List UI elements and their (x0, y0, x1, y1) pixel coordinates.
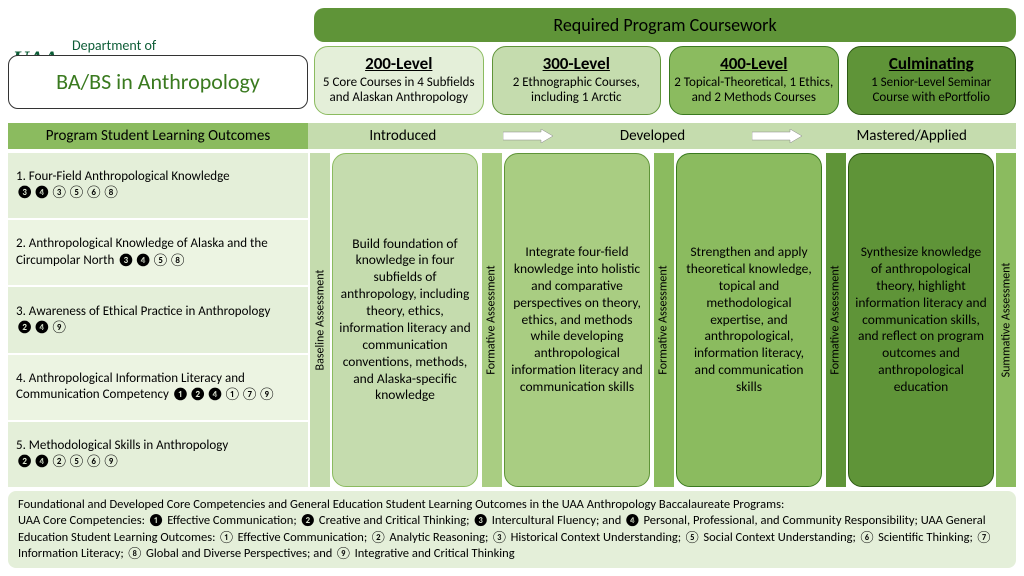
col-group-2: Formative AssessmentStrengthen and apply… (654, 153, 822, 487)
footer-line1: Foundational and Developed Core Competen… (18, 497, 1006, 513)
col-body-2: Strengthen and apply theoretical knowled… (676, 153, 822, 487)
summative-label: Summative Assessment (996, 153, 1016, 487)
col-group-3: Formative AssessmentSynthesize knowledge… (826, 153, 994, 487)
col-group-1: Formative AssessmentIntegrate four-field… (482, 153, 650, 487)
arrow-icon (747, 129, 807, 143)
footer-box: Foundational and Developed Core Competen… (8, 491, 1016, 568)
columns-area: Baseline AssessmentBuild foundation of k… (310, 153, 994, 487)
dept-line1: Department of (72, 38, 243, 53)
stage-row: Program Student Learning Outcomes Introd… (8, 123, 1016, 149)
col-group-0: Baseline AssessmentBuild foundation of k… (310, 153, 478, 487)
outcome-5: 5. Methodological Skills in Anthropology… (8, 422, 308, 487)
pslo-header: Program Student Learning Outcomes (8, 123, 308, 149)
assess-label-1: Formative Assessment (482, 153, 502, 487)
stages-bar: Introduced Developed Mastered/Applied (308, 123, 1016, 149)
outcome-2: 2. Anthropological Knowledge of Alaska a… (8, 220, 308, 285)
arrow-icon (498, 129, 558, 143)
footer-line2: UAA Core Competencies: ❶ Effective Commu… (18, 513, 1006, 562)
assess-label-2: Formative Assessment (654, 153, 674, 487)
stage-mastered: Mastered/Applied (807, 123, 1016, 149)
outcome-1: 1. Four-Field Anthropological Knowledge … (8, 153, 308, 218)
assess-label-3: Formative Assessment (826, 153, 846, 487)
main-grid: 1. Four-Field Anthropological Knowledge … (8, 153, 1016, 487)
outcome-3: 3. Awareness of Ethical Practice in Anth… (8, 287, 308, 352)
outcome-4: 4. Anthropological Information Literacy … (8, 355, 308, 420)
page: UAA Department of Anthropology & Geograp… (0, 0, 1024, 576)
title-row: BA/BS in Anthropology (8, 55, 1016, 109)
program-title: BA/BS in Anthropology (8, 55, 308, 109)
assess-label-0: Baseline Assessment (310, 153, 330, 487)
stage-introduced: Introduced (308, 123, 498, 149)
outcomes-col: 1. Four-Field Anthropological Knowledge … (8, 153, 308, 487)
col-body-0: Build foundation of knowledge in four su… (332, 153, 478, 487)
coursework-header: Required Program Coursework (314, 8, 1016, 42)
stage-developed: Developed (558, 123, 748, 149)
col-body-1: Integrate four-field knowledge into holi… (504, 153, 650, 487)
col-body-3: Synthesize knowledge of anthropological … (848, 153, 994, 487)
